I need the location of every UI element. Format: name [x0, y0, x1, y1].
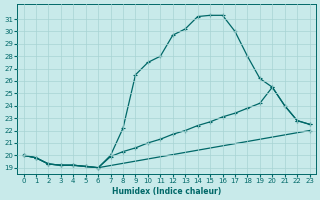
X-axis label: Humidex (Indice chaleur): Humidex (Indice chaleur): [112, 187, 221, 196]
